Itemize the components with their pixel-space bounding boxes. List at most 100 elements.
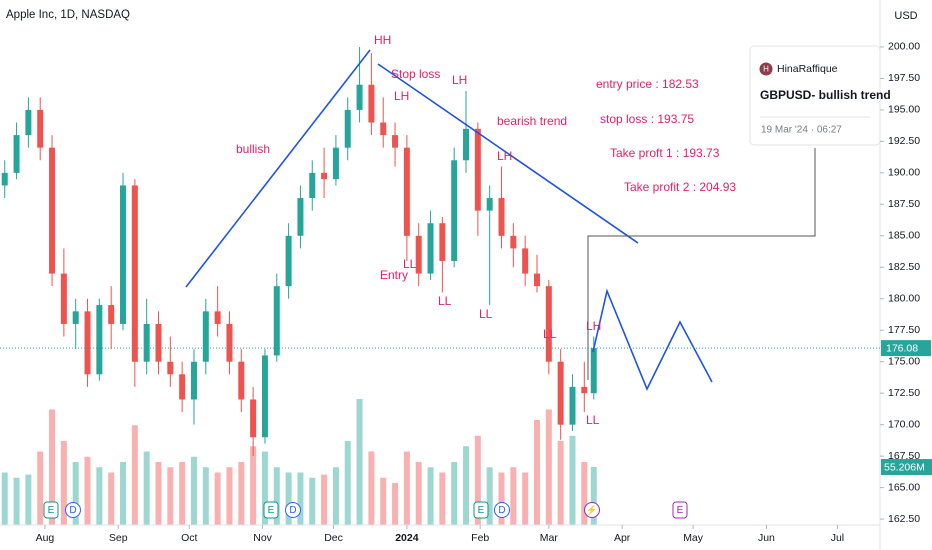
y-tick-label: 167.50 [888,450,920,462]
annotation: Stop loss [391,67,440,81]
candle-body [250,399,257,438]
volume-bar [403,451,410,525]
y-tick-label: 195.00 [888,104,920,116]
volume-bar [25,474,32,525]
volume-bar [96,467,103,525]
annotation: LL [403,257,417,271]
idea-title[interactable]: GBPUSD- bullish trend [760,88,891,102]
annotation: Entry [380,268,408,282]
event-icon[interactable] [65,502,81,518]
annotation: Take profit 2 : 204.93 [624,180,736,194]
y-tick-label: 175.00 [888,355,920,367]
currency[interactable]: USD [894,10,917,22]
x-tick-label: Aug [36,532,55,544]
volume-bar [510,467,517,525]
candle-body [581,386,588,394]
x-tick-label: Jun [758,532,775,544]
volume-bar [250,446,257,525]
y-tick-label: 190.00 [888,167,920,179]
volume-label: 55.206M [884,461,925,473]
idea-card[interactable]: H HinaRaffique GBPUSD- bullish trend 19 … [749,45,891,146]
candle-body [96,305,103,375]
candle-body [131,185,138,362]
x-tick-label: May [683,532,704,544]
volume-bar [451,462,458,525]
annotations: HH Stop loss LH LH bullish bearish trend… [236,33,736,427]
volume-bar [261,451,268,525]
event-icon[interactable] [584,502,600,518]
card-frame [749,45,881,146]
candle-body [545,286,552,362]
annotation: LL [543,327,557,341]
candle-body [238,361,245,400]
candle-body [522,248,529,274]
candle-body [415,235,422,274]
y-tick-label: 200.00 [888,41,920,53]
volume-bar [439,472,446,525]
y-tick-label: 182.50 [888,261,920,273]
candle-body [167,361,174,375]
volume-bar [84,456,91,525]
event-icon[interactable] [494,502,510,518]
x-tick-label: Sep [109,532,128,544]
event-label: E [478,505,485,516]
volume-bar [167,467,174,525]
bearish-trendline [377,63,639,244]
volume-bar [498,472,505,525]
event-label: E [677,505,684,516]
volume-bar [533,420,540,525]
annotation: bearish trend [497,114,567,128]
x-tick-label: Apr [614,532,631,544]
annotation: LH [452,73,467,87]
candle-body [13,135,20,173]
candle-body [226,323,233,362]
volume-tag [881,459,932,476]
candle-body [49,147,56,274]
volume-bar [297,472,304,525]
candle-body [1,172,8,186]
event-icon[interactable] [43,501,59,519]
y-tick-label: 162.50 [888,513,920,525]
author[interactable]: HinaRaffique [777,63,838,75]
volume-bar [486,467,493,525]
annotation: LH [394,89,409,103]
candle-body [108,305,115,324]
y-tick-label: 165.00 [888,481,920,493]
candle-body [510,235,517,249]
candle-body [463,128,470,161]
volume-bar [238,462,245,525]
volume-bar [214,472,221,525]
symbol-title: Apple Inc, 1D, NASDAQ [6,9,130,21]
candle-body [60,273,67,324]
y-tick-label: 197.50 [888,72,920,84]
x-tick-label: Jul [831,532,844,544]
volume-bar [590,467,597,525]
volume-bar [120,462,127,525]
volume-bar [380,477,387,525]
volume-bar [273,467,280,525]
candle-body [557,361,564,425]
last-price-label: 176.08 [886,342,918,354]
candle-body [356,84,363,110]
volume-bar [108,472,115,525]
event-icon[interactable] [285,502,301,518]
y-tick-label: 187.50 [888,198,920,210]
candle-body [533,273,540,287]
annotation: LL [438,294,452,308]
avatar [759,62,773,76]
annotation: LL [586,413,600,427]
event-icon[interactable] [263,501,279,519]
candle-body [25,109,32,136]
annotation: bullish [236,142,270,156]
candle-body [380,122,387,136]
x-tick-label: Nov [253,532,272,544]
y-tick-label: 172.50 [888,387,920,399]
annotation: LH [586,319,601,333]
event-label: E [268,505,275,516]
event-icon[interactable] [473,501,489,519]
volume-bar [226,467,233,525]
event-icon[interactable] [672,501,688,519]
connector-line [587,148,816,380]
timestamp: 19 Mar '24 · 06:27 [761,125,842,136]
